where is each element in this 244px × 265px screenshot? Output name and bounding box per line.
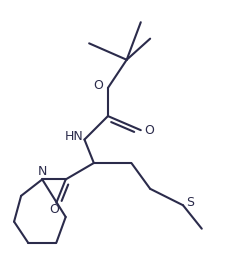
- Text: O: O: [144, 124, 154, 137]
- Text: HN: HN: [64, 130, 83, 143]
- Text: O: O: [49, 204, 59, 217]
- Text: S: S: [186, 196, 194, 209]
- Text: O: O: [94, 79, 103, 92]
- Text: N: N: [38, 165, 47, 178]
